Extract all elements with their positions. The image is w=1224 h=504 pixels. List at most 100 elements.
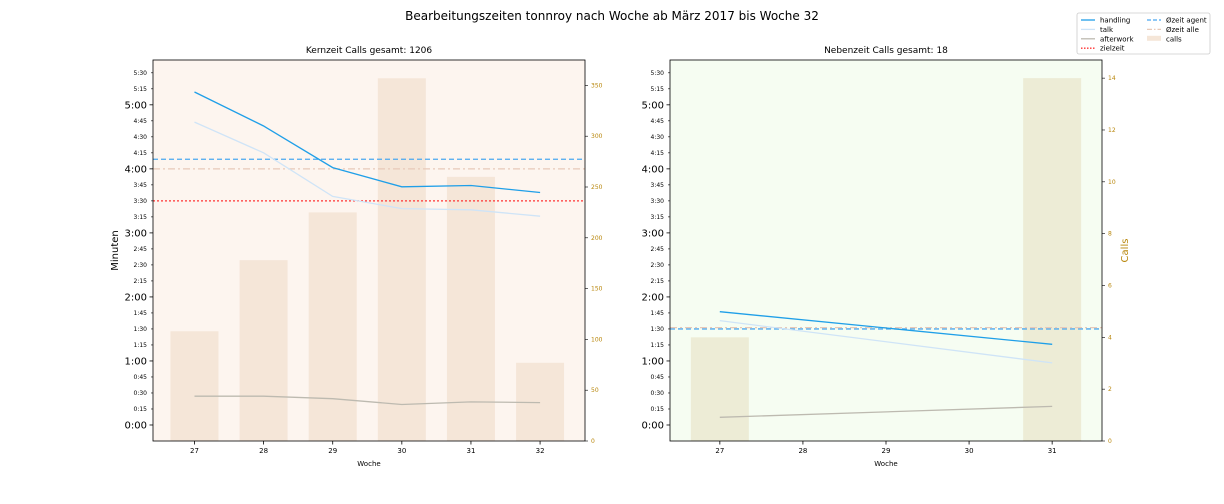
series-line-afterwork xyxy=(194,395,541,406)
ytick-right-label: 12 xyxy=(1108,127,1116,134)
ytick-minor-label: 3:15 xyxy=(134,214,148,221)
ytick-minor-label: 0:30 xyxy=(651,390,665,397)
series-line-handling xyxy=(719,311,1053,345)
ytick-minor-label: 5:30 xyxy=(134,70,148,77)
ytick-minor-label: 0:45 xyxy=(134,374,148,381)
ytick-right-label: 2 xyxy=(1108,386,1112,393)
ytick-minor-label: 3:45 xyxy=(134,182,148,189)
ytick-right-label: 0 xyxy=(1108,438,1112,445)
series-line-afterwork xyxy=(719,405,1053,418)
ytick-right-label: 50 xyxy=(591,387,599,394)
ytick-minor-label: 2:15 xyxy=(134,278,148,285)
ytick-minor-label: 4:15 xyxy=(651,150,665,157)
ytick-major-label: 5:00 xyxy=(642,100,664,111)
ytick-right-label: 200 xyxy=(591,235,603,242)
legend-handling-label: handling xyxy=(1100,17,1130,25)
ytick-minor-label: 2:45 xyxy=(134,246,148,253)
ytick-right-label: 8 xyxy=(1108,231,1112,238)
ytick-minor-label: 1:45 xyxy=(134,310,148,317)
legend-calls-swatch xyxy=(1147,35,1161,41)
xtick-label: 27 xyxy=(190,447,199,455)
legend-talk-label: talk xyxy=(1100,26,1114,34)
series-line-talk xyxy=(719,319,1053,364)
legend-zeitalle-label: Øzeit alle xyxy=(1166,26,1199,34)
xtick-label: 31 xyxy=(1048,447,1057,455)
ytick-right-label: 150 xyxy=(591,286,603,293)
series-line-talk xyxy=(194,121,541,217)
ytick-right-label: 350 xyxy=(591,82,603,89)
calls-bar-28 xyxy=(239,260,288,441)
ytick-minor-label: 4:30 xyxy=(134,134,148,141)
calls-bar-29 xyxy=(308,212,357,441)
ytick-minor-label: 4:45 xyxy=(134,118,148,125)
ytick-right-label: 250 xyxy=(591,184,603,191)
ytick-minor-label: 2:45 xyxy=(651,246,665,253)
xtick-label: 28 xyxy=(798,447,807,455)
axes-title: Nebenzeit Calls gesamt: 18 xyxy=(824,46,948,56)
ytick-minor-label: 3:30 xyxy=(134,198,148,205)
ytick-minor-label: 1:30 xyxy=(134,326,148,333)
ytick-minor-label: 4:15 xyxy=(134,150,148,157)
axes-frame xyxy=(152,59,586,442)
ytick-minor-label: 2:30 xyxy=(651,262,665,269)
ytick-major-label: 3:00 xyxy=(125,228,147,239)
xtick-label: 32 xyxy=(536,447,545,455)
axes-title: Kernzeit Calls gesamt: 1206 xyxy=(306,46,433,56)
ytick-right-label: 0 xyxy=(591,438,595,445)
xtick-label: 30 xyxy=(397,447,406,455)
ytick-minor-label: 2:30 xyxy=(134,262,148,269)
ytick-right-label: 6 xyxy=(1108,282,1112,289)
ytick-major-label: 4:00 xyxy=(642,164,664,175)
ytick-major-label: 1:00 xyxy=(125,356,147,367)
ytick-major-label: 5:00 xyxy=(125,100,147,111)
xtick-label: 30 xyxy=(965,447,974,455)
ytick-right-label: 14 xyxy=(1108,75,1116,82)
ytick-right-label: 4 xyxy=(1108,334,1112,341)
legend: handling Øzeit agent talk Øzeit alle afterwo… xyxy=(1076,12,1211,55)
calls-bar-27 xyxy=(690,337,749,441)
ytick-minor-label: 1:30 xyxy=(651,326,665,333)
x-axis-label: Woche xyxy=(874,460,897,468)
ytick-major-label: 2:00 xyxy=(125,292,147,303)
ytick-right-label: 300 xyxy=(591,133,603,140)
right-chart-nebenzeit: Nebenzeit Calls gesamt: 18 0:00 1:00 2:00 3:… xyxy=(642,46,1131,468)
ytick-minor-label: 2:15 xyxy=(651,278,665,285)
calls-bar-31 xyxy=(1023,78,1082,442)
calls-bar-31 xyxy=(446,176,495,441)
chart-suptitle: Bearbeitungszeiten tonnroy nach Woche ab… xyxy=(405,9,819,23)
xtick-label: 29 xyxy=(328,447,337,455)
ytick-minor-label: 5:30 xyxy=(651,70,665,77)
ytick-major-label: 0:00 xyxy=(125,420,147,431)
ytick-minor-label: 0:15 xyxy=(134,406,148,413)
ytick-minor-label: 1:15 xyxy=(651,342,665,349)
ytick-minor-label: 0:15 xyxy=(651,406,665,413)
ytick-minor-label: 1:45 xyxy=(651,310,665,317)
legend-box xyxy=(1076,12,1211,55)
ytick-major-label: 0:00 xyxy=(642,420,664,431)
ytick-minor-label: 0:30 xyxy=(134,390,148,397)
legend-zielzeit-label: zielzeit xyxy=(1100,45,1125,53)
legend-zeitagent-label: Øzeit agent xyxy=(1166,17,1207,25)
y-axis-label: Minuten xyxy=(110,230,121,271)
x-axis-label: Woche xyxy=(357,460,380,468)
ytick-major-label: 2:00 xyxy=(642,292,664,303)
plot-background xyxy=(153,60,585,441)
ytick-major-label: 4:00 xyxy=(125,164,147,175)
xtick-label: 27 xyxy=(715,447,724,455)
ytick-minor-label: 4:45 xyxy=(651,118,665,125)
ytick-major-label: 1:00 xyxy=(642,356,664,367)
legend-afterwork-label: afterwork xyxy=(1100,35,1134,43)
xtick-label: 28 xyxy=(259,447,268,455)
ytick-minor-label: 3:30 xyxy=(651,198,665,205)
ytick-right-label: 10 xyxy=(1108,179,1116,186)
calls-bar-27 xyxy=(170,331,219,441)
ytick-minor-label: 3:15 xyxy=(651,214,665,221)
ytick-minor-label: 4:30 xyxy=(651,134,665,141)
legend-calls-label: calls xyxy=(1166,35,1182,43)
ytick-minor-label: 0:45 xyxy=(651,374,665,381)
ytick-right-label: 100 xyxy=(591,336,603,343)
ytick-minor-label: 5:15 xyxy=(651,86,665,93)
ytick-minor-label: 3:45 xyxy=(651,182,665,189)
xtick-label: 29 xyxy=(882,447,891,455)
